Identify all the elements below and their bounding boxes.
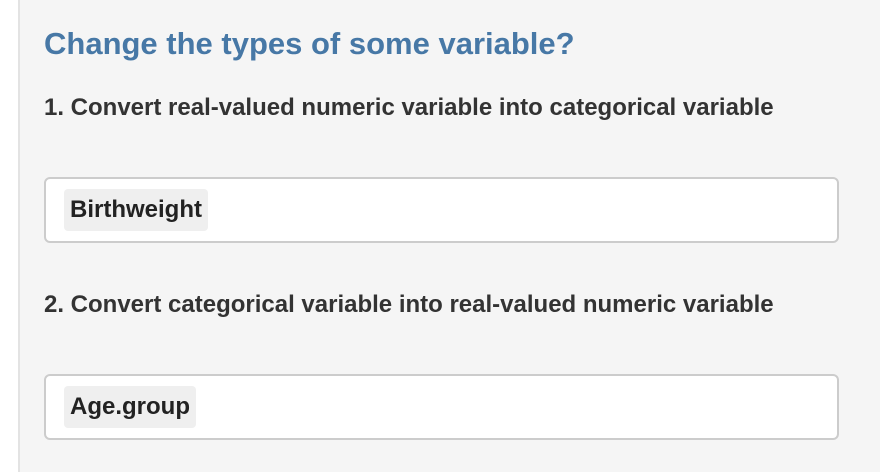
selected-variable-chip[interactable]: Birthweight — [64, 189, 208, 231]
categorical-to-numeric-label: 2. Convert categorical variable into rea… — [44, 291, 774, 318]
section-title: Change the types of some variable? — [44, 26, 575, 61]
variable-type-panel: Change the types of some variable? 1. Co… — [18, 0, 880, 472]
numeric-to-categorical-select[interactable]: Birthweight — [44, 177, 839, 243]
numeric-to-categorical-label: 1. Convert real-valued numeric variable … — [44, 94, 774, 121]
categorical-to-numeric-select[interactable]: Age.group — [44, 374, 839, 440]
selected-variable-chip[interactable]: Age.group — [64, 386, 196, 428]
